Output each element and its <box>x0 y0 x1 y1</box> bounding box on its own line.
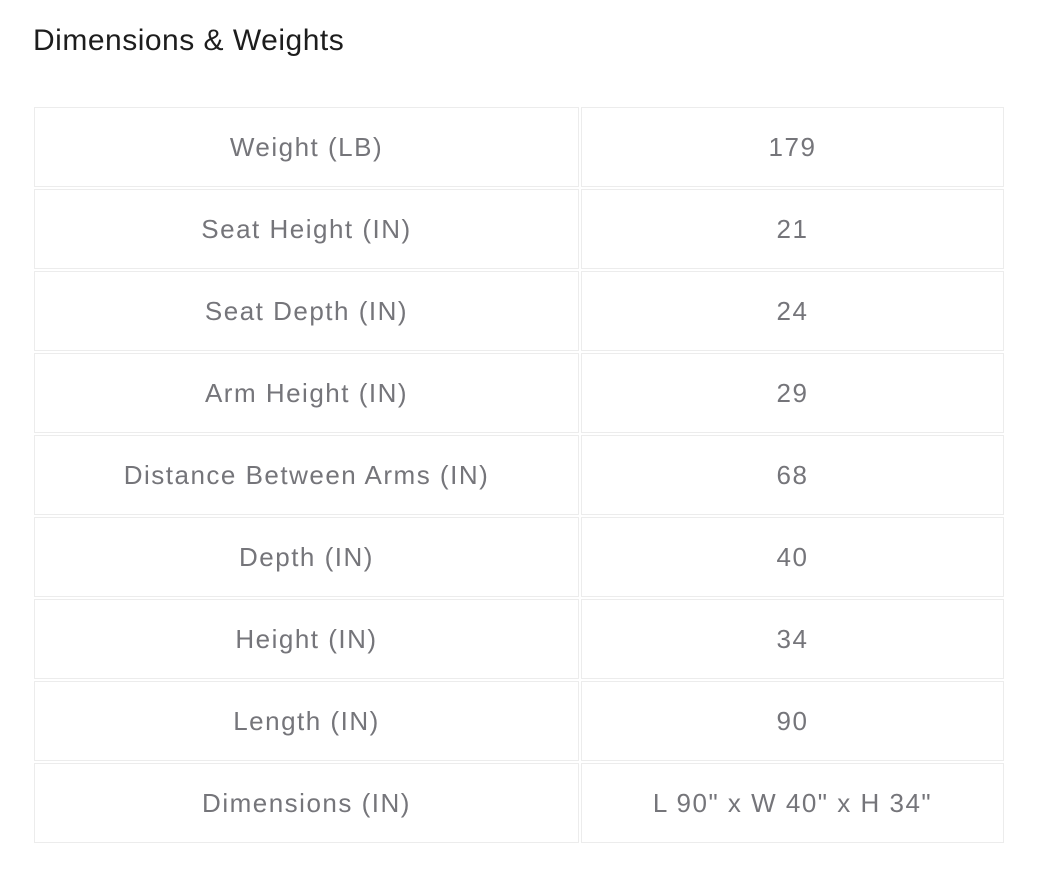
spec-label: Seat Depth (IN) <box>34 271 579 351</box>
table-row: Distance Between Arms (IN) 68 <box>34 435 1004 515</box>
table-row: Depth (IN) 40 <box>34 517 1004 597</box>
table-row: Seat Depth (IN) 24 <box>34 271 1004 351</box>
table-row: Weight (LB) 179 <box>34 107 1004 187</box>
spec-value: 24 <box>580 271 1004 351</box>
table-row: Height (IN) 34 <box>34 599 1004 679</box>
spec-label: Dimensions (IN) <box>34 763 579 843</box>
dimensions-weights-table: Weight (LB) 179 Seat Height (IN) 21 Seat… <box>32 105 1006 845</box>
spec-value: 68 <box>580 435 1004 515</box>
table-row: Length (IN) 90 <box>34 681 1004 761</box>
spec-label: Weight (LB) <box>34 107 579 187</box>
spec-value: 179 <box>580 107 1004 187</box>
spec-label: Seat Height (IN) <box>34 189 579 269</box>
table-row: Dimensions (IN) L 90" x W 40" x H 34" <box>34 763 1004 843</box>
table-row: Seat Height (IN) 21 <box>34 189 1004 269</box>
spec-value: 40 <box>580 517 1004 597</box>
spec-label: Depth (IN) <box>34 517 579 597</box>
spec-value: 29 <box>580 353 1004 433</box>
spec-label: Arm Height (IN) <box>34 353 579 433</box>
page-title: Dimensions & Weights <box>33 24 345 57</box>
spec-value: 34 <box>580 599 1004 679</box>
table-row: Arm Height (IN) 29 <box>34 353 1004 433</box>
spec-label: Length (IN) <box>34 681 579 761</box>
spec-value: 21 <box>580 189 1004 269</box>
spec-label: Distance Between Arms (IN) <box>34 435 579 515</box>
spec-label: Height (IN) <box>34 599 579 679</box>
spec-value: L 90" x W 40" x H 34" <box>580 763 1004 843</box>
spec-value: 90 <box>580 681 1004 761</box>
